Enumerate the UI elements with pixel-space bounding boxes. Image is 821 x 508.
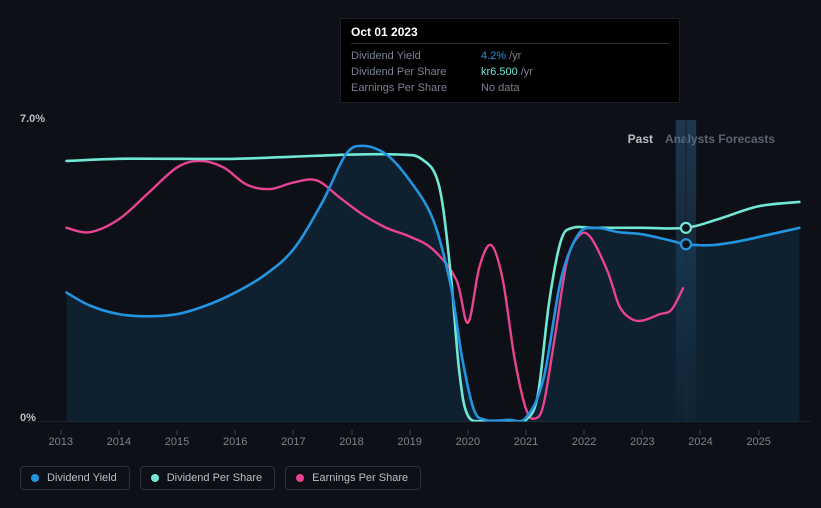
- chart-tooltip: Oct 01 2023 Dividend Yield4.2%/yrDividen…: [340, 18, 680, 103]
- x-tick-mark: [177, 430, 178, 435]
- marker-point: [681, 223, 691, 233]
- legend-item[interactable]: Dividend Yield: [20, 466, 130, 490]
- x-tick-label: 2025: [746, 436, 770, 448]
- legend-label: Earnings Per Share: [312, 472, 408, 484]
- legend: Dividend Yield Dividend Per Share Earnings…: [20, 466, 421, 490]
- x-tick-mark: [584, 430, 585, 435]
- x-tick-mark: [118, 430, 119, 435]
- x-tick-mark: [60, 430, 61, 435]
- x-axis: 2013 2014 2015 2016 2017 2018 2019 2020 2021 2022…: [20, 433, 811, 453]
- x-tick-mark: [409, 430, 410, 435]
- x-tick-label: 2018: [339, 436, 363, 448]
- x-tick-mark: [467, 430, 468, 435]
- x-tick-mark: [642, 430, 643, 435]
- tooltip-row: Earnings Per ShareNo data: [351, 80, 669, 96]
- x-tick-label: 2019: [397, 436, 421, 448]
- tooltip-row-nodata: No data: [481, 82, 520, 94]
- legend-dot-icon: [31, 474, 39, 482]
- legend-item[interactable]: Earnings Per Share: [285, 466, 421, 490]
- x-tick-mark: [351, 430, 352, 435]
- legend-label: Dividend Per Share: [167, 472, 262, 484]
- legend-dot-icon: [296, 474, 304, 482]
- x-tick-mark: [235, 430, 236, 435]
- x-tick-mark: [526, 430, 527, 435]
- x-tick-label: 2014: [107, 436, 131, 448]
- x-tick-label: 2016: [223, 436, 247, 448]
- x-tick-label: 2024: [688, 436, 712, 448]
- x-tick-label: 2017: [281, 436, 305, 448]
- x-tick-mark: [700, 430, 701, 435]
- x-tick-mark: [758, 430, 759, 435]
- tooltip-row-label: Dividend Yield: [351, 50, 481, 62]
- x-tick-label: 2022: [572, 436, 596, 448]
- x-tick-label: 2015: [165, 436, 189, 448]
- plot-area: 7.0% 0% Past Analysts Forecasts: [20, 120, 811, 422]
- tooltip-row: Dividend Per Sharekr6.500/yr: [351, 64, 669, 80]
- tooltip-row-label: Dividend Per Share: [351, 66, 481, 78]
- tooltip-date: Oct 01 2023: [351, 25, 669, 44]
- dividend-chart: Oct 01 2023 Dividend Yield4.2%/yrDividen…: [0, 0, 821, 508]
- tooltip-row: Dividend Yield4.2%/yr: [351, 48, 669, 64]
- marker-point: [681, 239, 691, 249]
- x-tick-label: 2023: [630, 436, 654, 448]
- legend-dot-icon: [151, 474, 159, 482]
- legend-label: Dividend Yield: [47, 472, 117, 484]
- tooltip-row-unit: /yr: [509, 50, 521, 62]
- x-tick-label: 2020: [456, 436, 480, 448]
- tooltip-row-unit: /yr: [521, 66, 533, 78]
- tooltip-row-value: 4.2%: [481, 50, 506, 62]
- tooltip-row-value: kr6.500: [481, 66, 518, 78]
- x-tick-label: 2013: [48, 436, 72, 448]
- x-tick-mark: [293, 430, 294, 435]
- x-tick-label: 2021: [514, 436, 538, 448]
- legend-item[interactable]: Dividend Per Share: [140, 466, 275, 490]
- tooltip-row-label: Earnings Per Share: [351, 82, 481, 94]
- chart-svg: [20, 120, 811, 422]
